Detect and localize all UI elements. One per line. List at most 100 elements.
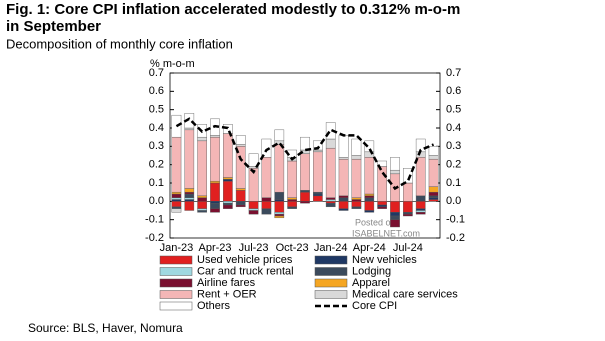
bar-segment [300, 153, 310, 191]
x-tick-label: Jul-24 [393, 242, 423, 254]
bar-segment [171, 193, 182, 198]
y2-tick-label: 0.1 [446, 177, 461, 189]
bar-segment [248, 210, 259, 215]
bar-segment [171, 191, 182, 195]
bar-segment [223, 124, 233, 134]
bar-segment [287, 160, 297, 198]
bar-segment [274, 201, 285, 213]
bar-segment [274, 144, 285, 193]
bar-segment [364, 193, 375, 197]
bar-segment [351, 201, 362, 208]
bar-segment [171, 206, 182, 209]
bar-segment [300, 191, 310, 202]
bar-segment [210, 135, 220, 138]
bar-segment [377, 204, 387, 208]
bar-segment [248, 153, 259, 167]
chart-subtitle: Decomposition of monthly core inflation [6, 36, 233, 51]
y-tick-label: 0.4 [149, 122, 164, 134]
bar-segment [210, 136, 220, 182]
y-tick-label: 0.7 [149, 67, 164, 79]
bar-segment [248, 208, 259, 211]
bar-segment [184, 127, 195, 131]
legend-label: Airline fares [197, 277, 256, 289]
x-tick-label: Oct-23 [276, 242, 309, 254]
bar-segment [274, 199, 285, 202]
y-tick-label: -0.2 [145, 232, 164, 244]
bar-segment [235, 201, 246, 206]
plot-frame [169, 72, 441, 239]
bar-segment [300, 201, 310, 204]
bar-segment [403, 201, 413, 213]
bar-segment [313, 151, 323, 193]
bar-segment [403, 182, 413, 202]
bar-segment [197, 201, 207, 209]
legend-swatch [159, 278, 193, 288]
legend-swatch [314, 255, 348, 265]
bar-segment [351, 158, 362, 198]
bar-segment [261, 208, 272, 215]
bar-segment [428, 186, 439, 193]
bar-segment [390, 157, 400, 171]
bar-segment [338, 208, 349, 211]
bar-segment [377, 166, 387, 202]
bar-segment [197, 210, 207, 213]
y-axis-label: % m-o-m [150, 58, 195, 70]
bar-segment [377, 160, 387, 167]
bar-segment [338, 197, 349, 202]
bar-segment [184, 129, 195, 189]
bar-segment [351, 199, 362, 202]
y-tick-label: 0.5 [149, 104, 164, 116]
bar-segment [428, 146, 439, 156]
bar-segment [223, 201, 233, 204]
bar-segment [325, 197, 336, 200]
bar-segment [390, 169, 400, 175]
bar-segment [364, 201, 375, 211]
bar-segment [338, 135, 349, 158]
bar-segment [210, 201, 220, 204]
bar-segment [197, 195, 207, 198]
bar-segment [197, 140, 207, 197]
bar-segment [415, 195, 426, 202]
bar-segment [235, 204, 246, 208]
bar-segment [197, 136, 207, 142]
bar-segment [223, 179, 233, 182]
bar-segment [338, 201, 349, 209]
bar-segment [428, 191, 439, 197]
bar-segment [171, 136, 182, 193]
legend-swatch [314, 290, 348, 299]
bar-segment [184, 201, 195, 211]
bar-segment [184, 191, 195, 195]
bar-segment [428, 195, 439, 198]
bar-segment [210, 208, 220, 213]
bar-segment [274, 191, 285, 200]
bar-segment [390, 212, 400, 217]
bar-segment [390, 215, 400, 220]
bar-segment [184, 197, 195, 200]
bar-segment [313, 193, 323, 197]
bar-segment [223, 202, 233, 206]
line [175, 117, 435, 191]
legend-label: Apparel [352, 277, 390, 289]
bar-segment [235, 188, 246, 191]
legend-swatch [314, 278, 348, 288]
bar-segment [210, 180, 220, 184]
legend-label: Medical care services [352, 288, 458, 300]
y2-tick-label: 0.2 [446, 159, 461, 171]
bar-segment [274, 215, 285, 219]
bar-segment [313, 149, 323, 153]
bar-segment [197, 208, 207, 211]
bar-segment [248, 201, 259, 209]
bar-segment [403, 213, 413, 217]
watermark: ISABELNET.com [352, 228, 420, 238]
legend-swatch [314, 267, 348, 276]
bar-segment [261, 197, 272, 202]
bar-segment [415, 208, 426, 211]
bar-segment [184, 193, 195, 198]
legend-label: Lodging [352, 265, 391, 277]
bar-segment [428, 199, 439, 202]
bar-segment [313, 191, 323, 195]
bar-segment [364, 210, 375, 213]
chart-title: Fig. 1: Core CPI inflation accelerated m… [6, 1, 461, 35]
y2-tick-label: -0.1 [446, 214, 465, 226]
